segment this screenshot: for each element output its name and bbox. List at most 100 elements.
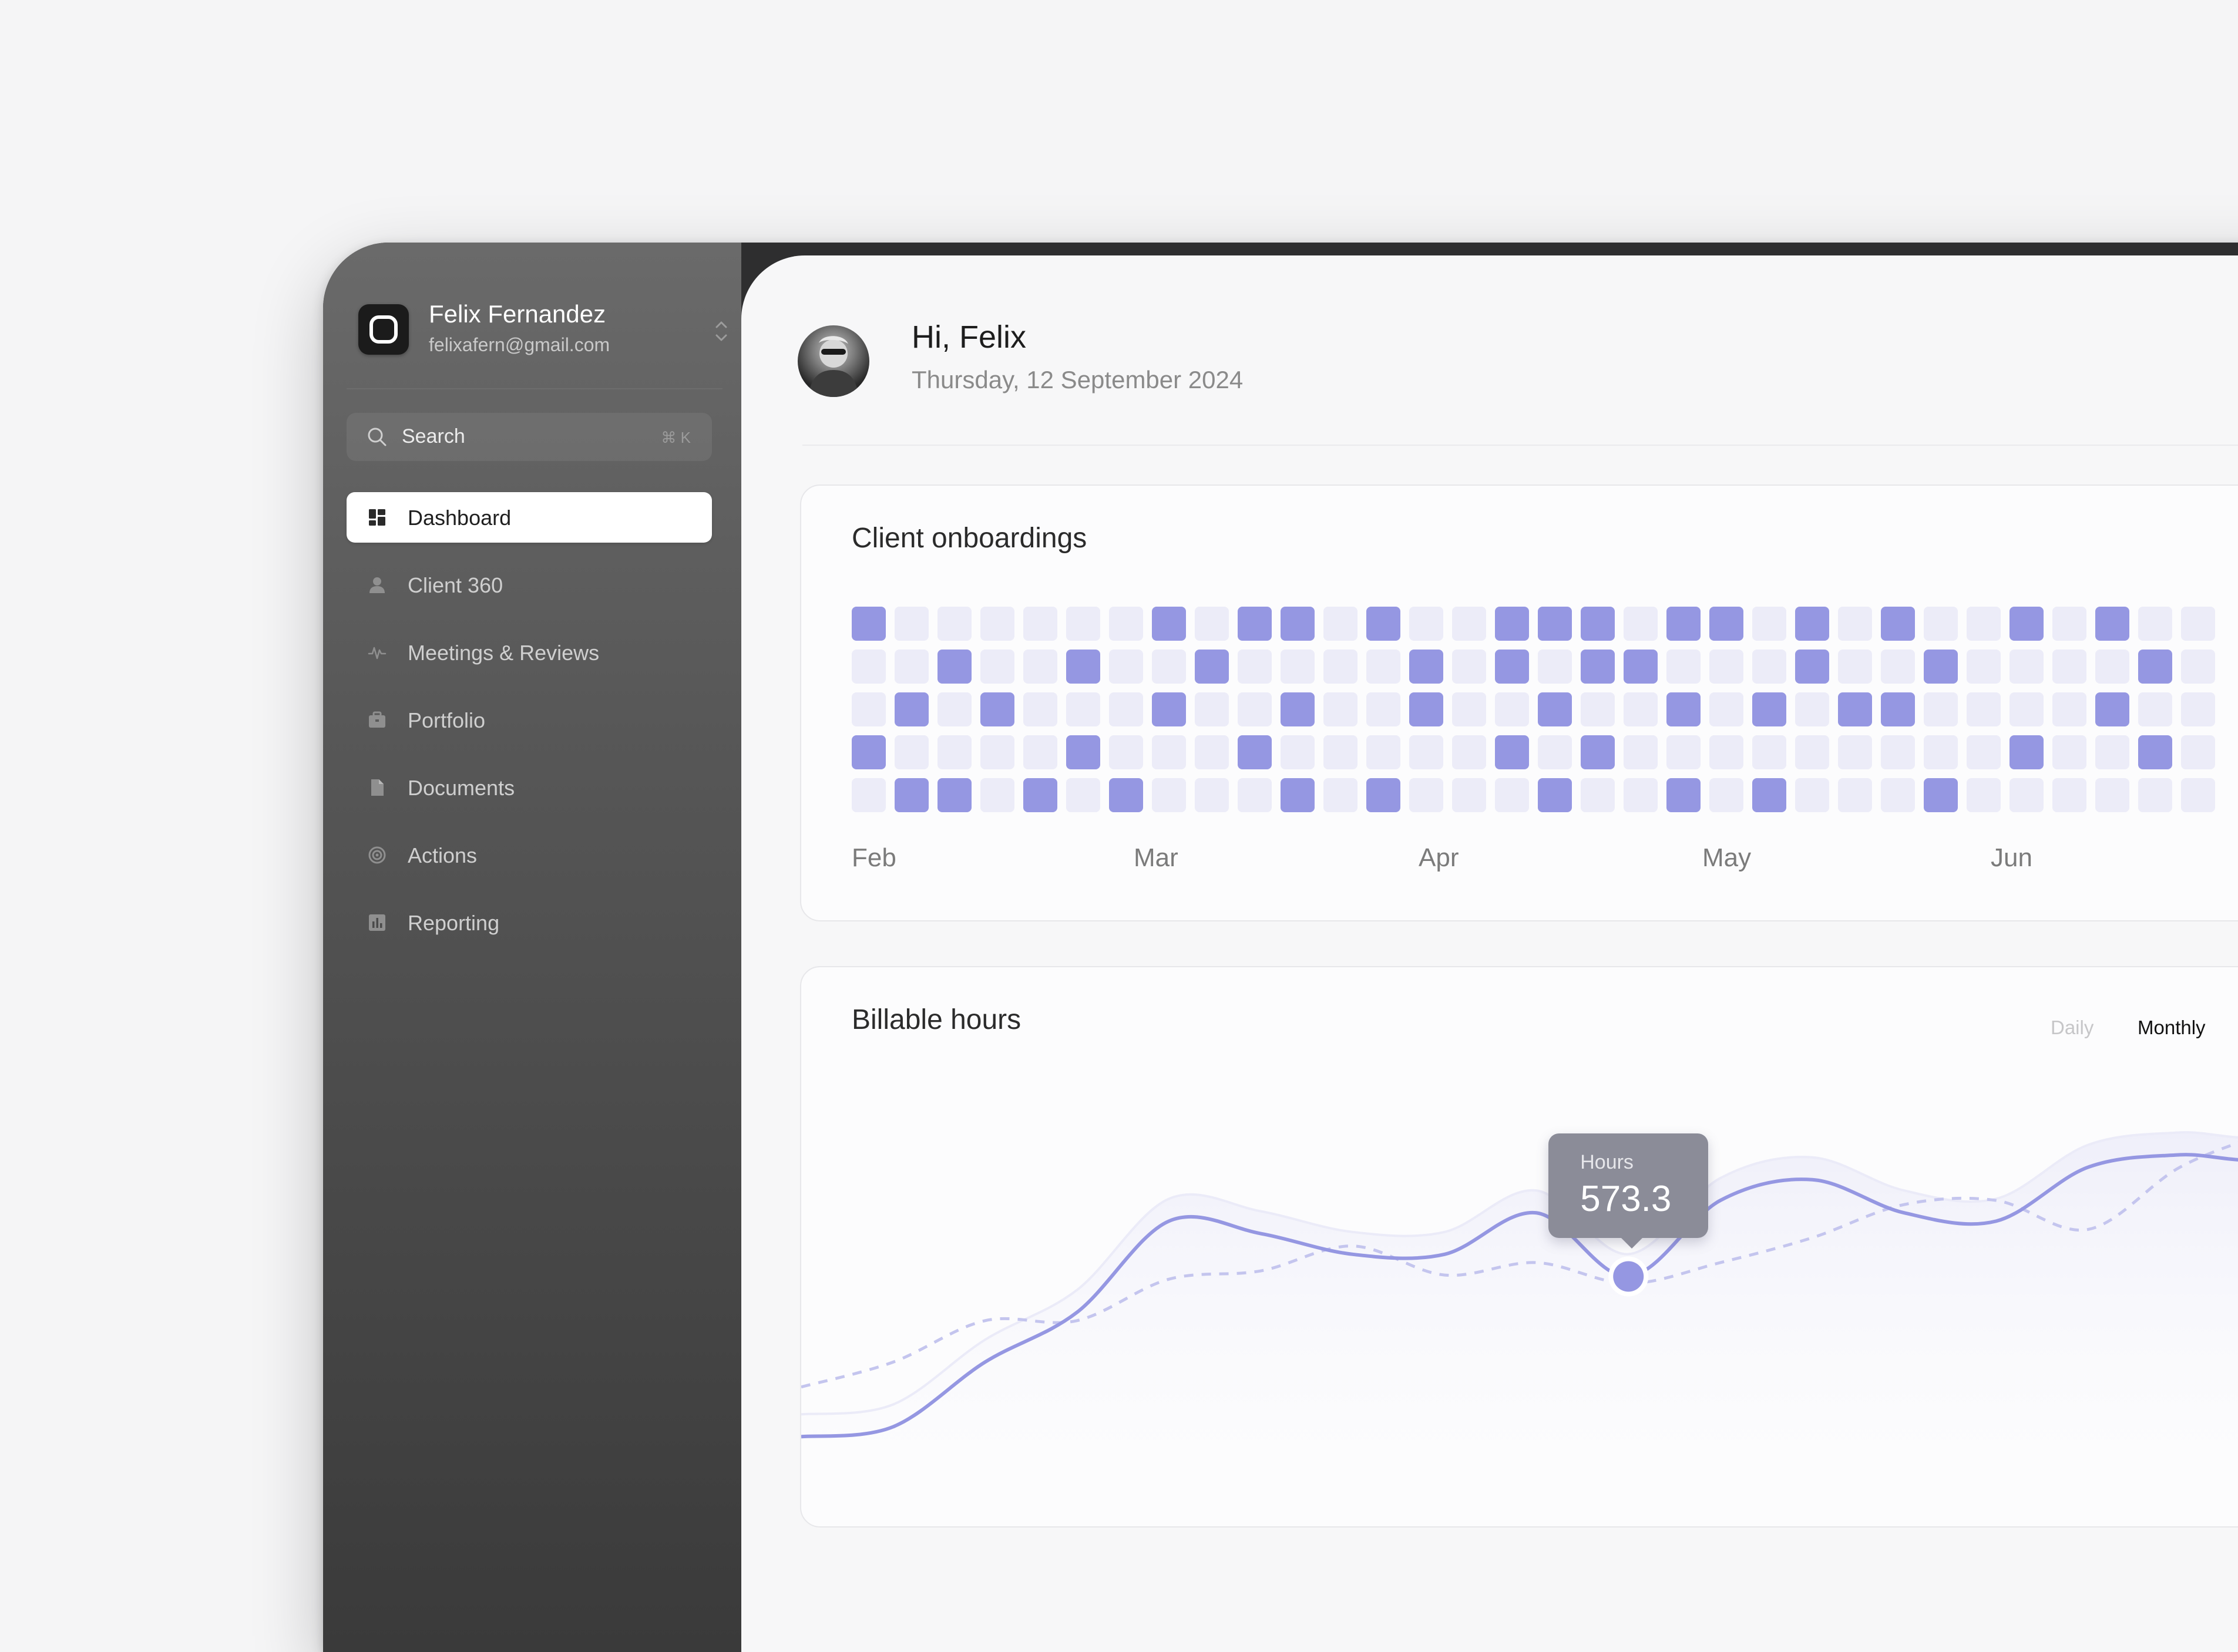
heatmap-cell[interactable]: [1238, 650, 1272, 684]
heatmap-cell[interactable]: [2138, 692, 2172, 726]
heatmap-cell[interactable]: [1495, 607, 1529, 641]
heatmap-cell[interactable]: [1495, 650, 1529, 684]
heatmap-cell[interactable]: [2181, 650, 2215, 684]
heatmap-cell[interactable]: [2010, 607, 2044, 641]
heatmap-cell[interactable]: [2095, 778, 2129, 812]
account-switcher[interactable]: Felix Fernandez felixafern@gmail.com: [358, 295, 727, 360]
sidebar-item-portfolio[interactable]: Portfolio: [347, 695, 712, 745]
heatmap-cell[interactable]: [1666, 607, 1701, 641]
heatmap-cell[interactable]: [1238, 692, 1272, 726]
heatmap-cell[interactable]: [895, 692, 929, 726]
heatmap-cell[interactable]: [2181, 692, 2215, 726]
heatmap-cell[interactable]: [1838, 607, 1872, 641]
sidebar-item-actions[interactable]: Actions: [347, 830, 712, 880]
heatmap-cell[interactable]: [1409, 735, 1443, 769]
heatmap-cell[interactable]: [2095, 650, 2129, 684]
heatmap-cell[interactable]: [852, 692, 886, 726]
heatmap-cell[interactable]: [1581, 607, 1615, 641]
heatmap-cell[interactable]: [1838, 692, 1872, 726]
heatmap-cell[interactable]: [1023, 735, 1057, 769]
chevron-up-down-icon[interactable]: [710, 317, 733, 346]
sidebar-item-client-360[interactable]: Client 360: [347, 560, 712, 610]
heatmap-cell[interactable]: [1967, 692, 2001, 726]
heatmap-cell[interactable]: [1281, 607, 1315, 641]
heatmap-cell[interactable]: [1409, 778, 1443, 812]
heatmap-cell[interactable]: [1795, 735, 1829, 769]
heatmap-cell[interactable]: [1452, 735, 1486, 769]
highlight-point[interactable]: [1613, 1261, 1644, 1292]
heatmap-cell[interactable]: [2181, 778, 2215, 812]
heatmap-cell[interactable]: [2095, 607, 2129, 641]
heatmap-cell[interactable]: [1666, 650, 1701, 684]
heatmap-cell[interactable]: [895, 607, 929, 641]
heatmap-cell[interactable]: [1452, 778, 1486, 812]
heatmap-cell[interactable]: [1881, 778, 1915, 812]
heatmap-cell[interactable]: [980, 692, 1014, 726]
heatmap-cell[interactable]: [1195, 735, 1229, 769]
toggle-monthly[interactable]: Monthly: [2138, 1017, 2206, 1038]
heatmap-cell[interactable]: [852, 607, 886, 641]
heatmap-cell[interactable]: [1152, 778, 1186, 812]
heatmap-cell[interactable]: [1066, 650, 1100, 684]
heatmap-cell[interactable]: [2010, 778, 2044, 812]
avatar[interactable]: [798, 325, 869, 397]
heatmap-cell[interactable]: [937, 650, 972, 684]
heatmap-cell[interactable]: [980, 650, 1014, 684]
heatmap-cell[interactable]: [1323, 735, 1357, 769]
heatmap-cell[interactable]: [2181, 607, 2215, 641]
heatmap-cell[interactable]: [1323, 692, 1357, 726]
heatmap-cell[interactable]: [1624, 692, 1658, 726]
heatmap-cell[interactable]: [1195, 650, 1229, 684]
heatmap-cell[interactable]: [1581, 650, 1615, 684]
heatmap-cell[interactable]: [1624, 735, 1658, 769]
heatmap-cell[interactable]: [852, 735, 886, 769]
heatmap-cell[interactable]: [2010, 650, 2044, 684]
heatmap-cell[interactable]: [1281, 650, 1315, 684]
heatmap-cell[interactable]: [1538, 735, 1572, 769]
search-input[interactable]: Search ⌘ K: [347, 413, 712, 461]
heatmap-cell[interactable]: [1323, 778, 1357, 812]
heatmap-cell[interactable]: [1366, 650, 1400, 684]
heatmap-cell[interactable]: [1495, 735, 1529, 769]
heatmap-cell[interactable]: [2138, 650, 2172, 684]
heatmap-cell[interactable]: [1066, 692, 1100, 726]
heatmap-cell[interactable]: [1666, 735, 1701, 769]
heatmap-cell[interactable]: [2052, 778, 2086, 812]
heatmap-cell[interactable]: [1709, 692, 1743, 726]
heatmap-cell[interactable]: [1838, 735, 1872, 769]
heatmap-cell[interactable]: [1195, 778, 1229, 812]
heatmap-cell[interactable]: [1709, 735, 1743, 769]
heatmap-cell[interactable]: [1238, 778, 1272, 812]
heatmap-cell[interactable]: [1023, 778, 1057, 812]
heatmap-cell[interactable]: [1109, 778, 1143, 812]
heatmap-cell[interactable]: [1624, 607, 1658, 641]
heatmap-cell[interactable]: [1366, 607, 1400, 641]
heatmap-cell[interactable]: [1152, 650, 1186, 684]
heatmap-cell[interactable]: [1581, 735, 1615, 769]
heatmap-cell[interactable]: [2095, 692, 2129, 726]
heatmap-cell[interactable]: [1795, 607, 1829, 641]
heatmap-cell[interactable]: [2138, 778, 2172, 812]
heatmap-cell[interactable]: [1409, 650, 1443, 684]
heatmap-cell[interactable]: [1666, 778, 1701, 812]
heatmap-cell[interactable]: [1152, 692, 1186, 726]
sidebar-item-meetings-reviews[interactable]: Meetings & Reviews: [347, 627, 712, 678]
heatmap-cell[interactable]: [1409, 607, 1443, 641]
heatmap-cell[interactable]: [1452, 607, 1486, 641]
heatmap-cell[interactable]: [1538, 778, 1572, 812]
heatmap-cell[interactable]: [1881, 735, 1915, 769]
heatmap-cell[interactable]: [1109, 650, 1143, 684]
heatmap-cell[interactable]: [937, 778, 972, 812]
heatmap-cell[interactable]: [1924, 650, 1958, 684]
heatmap-cell[interactable]: [2052, 692, 2086, 726]
heatmap-cell[interactable]: [895, 650, 929, 684]
heatmap-cell[interactable]: [1195, 607, 1229, 641]
heatmap-cell[interactable]: [1967, 735, 2001, 769]
sidebar-item-reporting[interactable]: Reporting: [347, 897, 712, 948]
heatmap-cell[interactable]: [2095, 735, 2129, 769]
heatmap-cell[interactable]: [1752, 778, 1786, 812]
toggle-daily[interactable]: Daily: [2051, 1017, 2094, 1038]
heatmap-cell[interactable]: [1238, 735, 1272, 769]
heatmap-cell[interactable]: [1838, 650, 1872, 684]
heatmap-cell[interactable]: [1709, 778, 1743, 812]
